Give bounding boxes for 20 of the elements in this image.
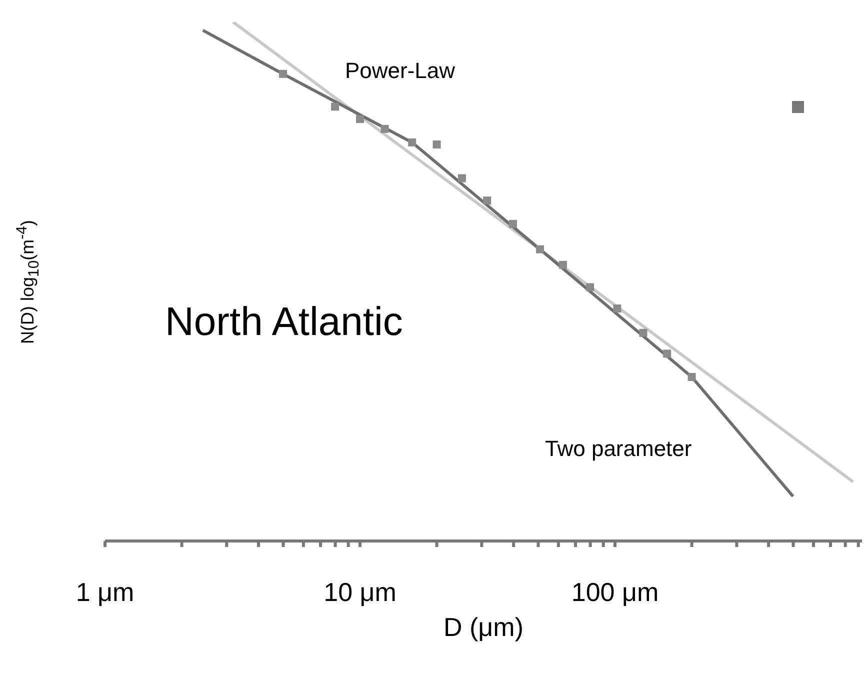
series-label: Two parameter [545, 436, 692, 462]
point [432, 140, 441, 148]
point [380, 124, 389, 133]
annotation: North Atlantic [165, 300, 403, 345]
point [688, 372, 696, 381]
point [663, 350, 672, 358]
series-label: Power-Law [345, 58, 456, 84]
point [613, 304, 622, 312]
x-axis-title: D (μm) [442, 612, 524, 643]
point [586, 283, 594, 292]
point [483, 196, 492, 205]
point [408, 138, 416, 146]
point [331, 102, 340, 111]
x-tick-label: 10 μm [324, 577, 396, 607]
point [458, 174, 466, 182]
x-tick-label: 100 μm [571, 577, 659, 607]
point [508, 220, 517, 228]
point [536, 245, 544, 254]
x-tick-label: 1 μm [76, 577, 134, 607]
point [356, 115, 364, 124]
